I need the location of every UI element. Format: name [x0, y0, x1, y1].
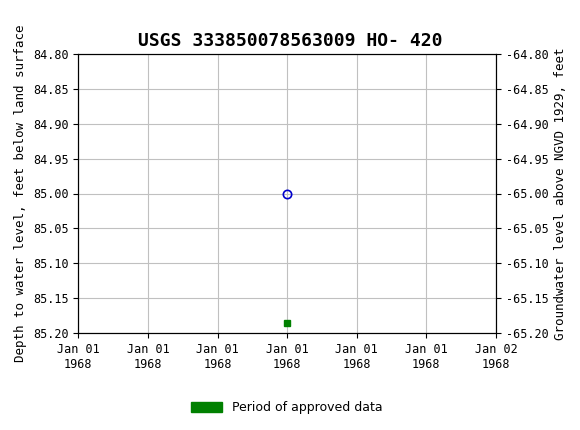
- Y-axis label: Depth to water level, feet below land surface: Depth to water level, feet below land su…: [14, 25, 27, 362]
- Y-axis label: Groundwater level above NGVD 1929, feet: Groundwater level above NGVD 1929, feet: [554, 47, 567, 340]
- Text: ✖USGS: ✖USGS: [9, 9, 63, 27]
- Text: USGS 333850078563009 HO- 420: USGS 333850078563009 HO- 420: [138, 32, 442, 50]
- Legend: Period of approved data: Period of approved data: [186, 396, 388, 419]
